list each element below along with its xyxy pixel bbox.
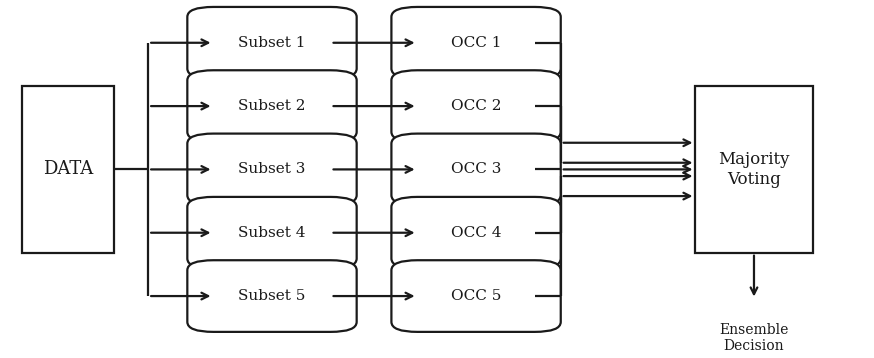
FancyBboxPatch shape	[187, 7, 357, 79]
Text: Subset 5: Subset 5	[239, 289, 306, 303]
Text: Subset 4: Subset 4	[239, 226, 306, 240]
FancyBboxPatch shape	[392, 7, 561, 79]
Text: Ensemble
Decision: Ensemble Decision	[719, 323, 788, 353]
FancyBboxPatch shape	[187, 134, 357, 205]
Text: OCC 5: OCC 5	[451, 289, 502, 303]
FancyBboxPatch shape	[392, 197, 561, 268]
Text: DATA: DATA	[43, 160, 93, 178]
Text: Subset 3: Subset 3	[239, 163, 306, 176]
Text: OCC 4: OCC 4	[451, 226, 502, 240]
FancyBboxPatch shape	[392, 260, 561, 332]
Text: Subset 1: Subset 1	[239, 36, 306, 50]
Text: OCC 1: OCC 1	[451, 36, 502, 50]
FancyBboxPatch shape	[187, 260, 357, 332]
FancyBboxPatch shape	[187, 197, 357, 268]
Text: Majority
Voting: Majority Voting	[718, 151, 790, 188]
FancyBboxPatch shape	[696, 86, 813, 253]
Text: OCC 3: OCC 3	[451, 163, 502, 176]
FancyBboxPatch shape	[23, 86, 114, 253]
FancyBboxPatch shape	[392, 134, 561, 205]
FancyBboxPatch shape	[187, 70, 357, 142]
Text: Subset 2: Subset 2	[239, 99, 306, 113]
Text: OCC 2: OCC 2	[451, 99, 502, 113]
FancyBboxPatch shape	[392, 70, 561, 142]
